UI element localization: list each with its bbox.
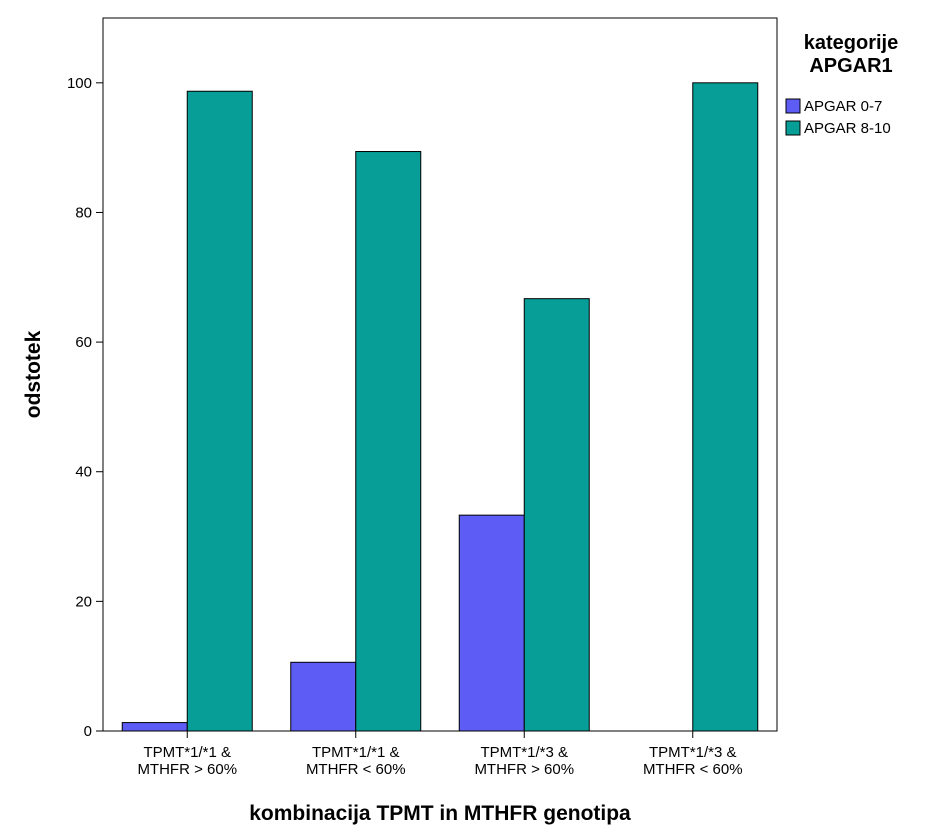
- y-tick-label: 0: [84, 723, 92, 740]
- bar-apgar-8-10: [523, 298, 590, 732]
- x-category-label: MTHFR < 60%: [306, 761, 406, 778]
- legend-swatch: [785, 120, 801, 136]
- y-axis-title: odstotek: [22, 330, 45, 418]
- y-tick-label: 40: [75, 464, 92, 481]
- legend-title: kategorije: [804, 32, 898, 54]
- bar-apgar-0-7: [290, 661, 357, 732]
- bar-apgar-8-10: [692, 82, 759, 732]
- y-tick-label: 80: [75, 204, 92, 221]
- x-category-label: MTHFR > 60%: [474, 761, 574, 778]
- x-category-label: MTHFR < 60%: [643, 761, 743, 778]
- plot-frame: [102, 17, 778, 732]
- x-category-label: MTHFR > 60%: [137, 761, 237, 778]
- bar-apgar-8-10: [186, 90, 253, 732]
- y-tick-label: 60: [75, 334, 92, 351]
- x-category-label: TPMT*1/*3 &: [480, 744, 568, 761]
- bar-apgar-8-10: [355, 151, 422, 732]
- x-category-label: TPMT*1/*3 &: [649, 744, 737, 761]
- legend-title: APGAR1: [809, 55, 892, 77]
- x-axis-title: kombinacija TPMT in MTHFR genotipa: [249, 802, 631, 825]
- legend-label: APGAR 0-7: [804, 98, 882, 115]
- bar-apgar-0-7: [121, 722, 188, 732]
- y-tick-label: 100: [67, 75, 92, 92]
- legend-label: APGAR 8-10: [804, 120, 891, 137]
- legend-swatch: [785, 98, 801, 114]
- x-category-label: TPMT*1/*1 &: [143, 744, 231, 761]
- y-tick-label: 20: [75, 593, 92, 610]
- bar-apgar-0-7: [458, 514, 525, 732]
- x-category-label: TPMT*1/*1 &: [312, 744, 400, 761]
